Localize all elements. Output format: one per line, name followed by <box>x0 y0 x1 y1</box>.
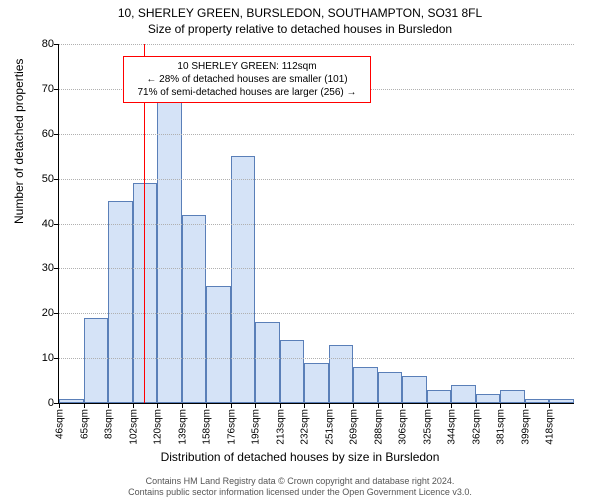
xtick-label: 232sqm <box>298 409 311 445</box>
histogram-bar <box>525 399 550 403</box>
ytick-mark <box>54 179 59 180</box>
xtick-mark <box>402 403 403 408</box>
xtick-label: 288sqm <box>371 409 384 445</box>
gridline <box>59 358 574 359</box>
plot-area: 0102030405060708046sqm65sqm83sqm102sqm12… <box>58 44 574 404</box>
gridline <box>59 268 574 269</box>
xtick-label: 306sqm <box>396 409 409 445</box>
histogram-bar <box>476 394 501 403</box>
xtick-mark <box>476 403 477 408</box>
xtick-label: 325sqm <box>420 409 433 445</box>
xtick-label: 176sqm <box>224 409 237 445</box>
footer-line2: Contains public sector information licen… <box>0 487 600 498</box>
xtick-label: 195sqm <box>249 409 262 445</box>
histogram-bar <box>549 399 574 403</box>
xtick-label: 158sqm <box>200 409 213 445</box>
histogram-bar <box>451 385 476 403</box>
xtick-mark <box>133 403 134 408</box>
footer-line1: Contains HM Land Registry data © Crown c… <box>0 476 600 487</box>
xtick-mark <box>206 403 207 408</box>
histogram-bar <box>108 201 133 403</box>
gridline <box>59 313 574 314</box>
ytick-mark <box>54 268 59 269</box>
xtick-label: 139sqm <box>175 409 188 445</box>
ytick-mark <box>54 44 59 45</box>
histogram-bar <box>378 372 403 403</box>
xtick-mark <box>451 403 452 408</box>
ytick-mark <box>54 89 59 90</box>
x-axis-label: Distribution of detached houses by size … <box>0 450 600 464</box>
xtick-label: 46sqm <box>53 409 66 439</box>
xtick-label: 120sqm <box>151 409 164 445</box>
xtick-mark <box>59 403 60 408</box>
gridline <box>59 44 574 45</box>
histogram-bar <box>255 322 280 403</box>
xtick-label: 83sqm <box>102 409 115 439</box>
histogram-bar <box>427 390 452 403</box>
xtick-label: 381sqm <box>494 409 507 445</box>
xtick-mark <box>108 403 109 408</box>
xtick-mark <box>280 403 281 408</box>
xtick-mark <box>525 403 526 408</box>
ytick-mark <box>54 134 59 135</box>
title-address: 10, SHERLEY GREEN, BURSLEDON, SOUTHAMPTO… <box>0 0 600 20</box>
title-subtitle: Size of property relative to detached ho… <box>0 20 600 36</box>
gridline <box>59 224 574 225</box>
xtick-mark <box>304 403 305 408</box>
xtick-mark <box>84 403 85 408</box>
histogram-bar <box>59 399 84 403</box>
gridline <box>59 134 574 135</box>
xtick-label: 418sqm <box>543 409 556 445</box>
histogram-bar <box>353 367 378 403</box>
xtick-mark <box>378 403 379 408</box>
annotation-box: 10 SHERLEY GREEN: 112sqm← 28% of detache… <box>123 56 371 103</box>
xtick-mark <box>500 403 501 408</box>
xtick-mark <box>182 403 183 408</box>
ytick-mark <box>54 358 59 359</box>
xtick-label: 362sqm <box>469 409 482 445</box>
annotation-line2: ← 28% of detached houses are smaller (10… <box>130 73 364 86</box>
xtick-mark <box>329 403 330 408</box>
xtick-mark <box>255 403 256 408</box>
xtick-label: 344sqm <box>445 409 458 445</box>
xtick-mark <box>549 403 550 408</box>
annotation-line1: 10 SHERLEY GREEN: 112sqm <box>130 60 364 73</box>
footer-attribution: Contains HM Land Registry data © Crown c… <box>0 476 600 499</box>
xtick-label: 399sqm <box>518 409 531 445</box>
annotation-line3: 71% of semi-detached houses are larger (… <box>130 86 364 99</box>
xtick-label: 269sqm <box>347 409 360 445</box>
xtick-label: 65sqm <box>77 409 90 439</box>
histogram-bar <box>280 340 305 403</box>
gridline <box>59 179 574 180</box>
xtick-mark <box>157 403 158 408</box>
histogram-bar <box>182 215 207 403</box>
y-axis-label: Number of detached properties <box>12 59 26 224</box>
ytick-mark <box>54 224 59 225</box>
histogram-bar <box>402 376 427 403</box>
xtick-label: 102sqm <box>126 409 139 445</box>
histogram-bar <box>206 286 231 403</box>
chart-container: 10, SHERLEY GREEN, BURSLEDON, SOUTHAMPTO… <box>0 0 600 500</box>
xtick-mark <box>427 403 428 408</box>
xtick-label: 251sqm <box>322 409 335 445</box>
histogram-bar <box>304 363 329 403</box>
histogram-bar <box>84 318 109 403</box>
histogram-bar <box>500 390 525 403</box>
histogram-bar <box>231 156 256 403</box>
xtick-mark <box>231 403 232 408</box>
xtick-label: 213sqm <box>273 409 286 445</box>
ytick-mark <box>54 313 59 314</box>
histogram-bar <box>329 345 354 403</box>
xtick-mark <box>353 403 354 408</box>
